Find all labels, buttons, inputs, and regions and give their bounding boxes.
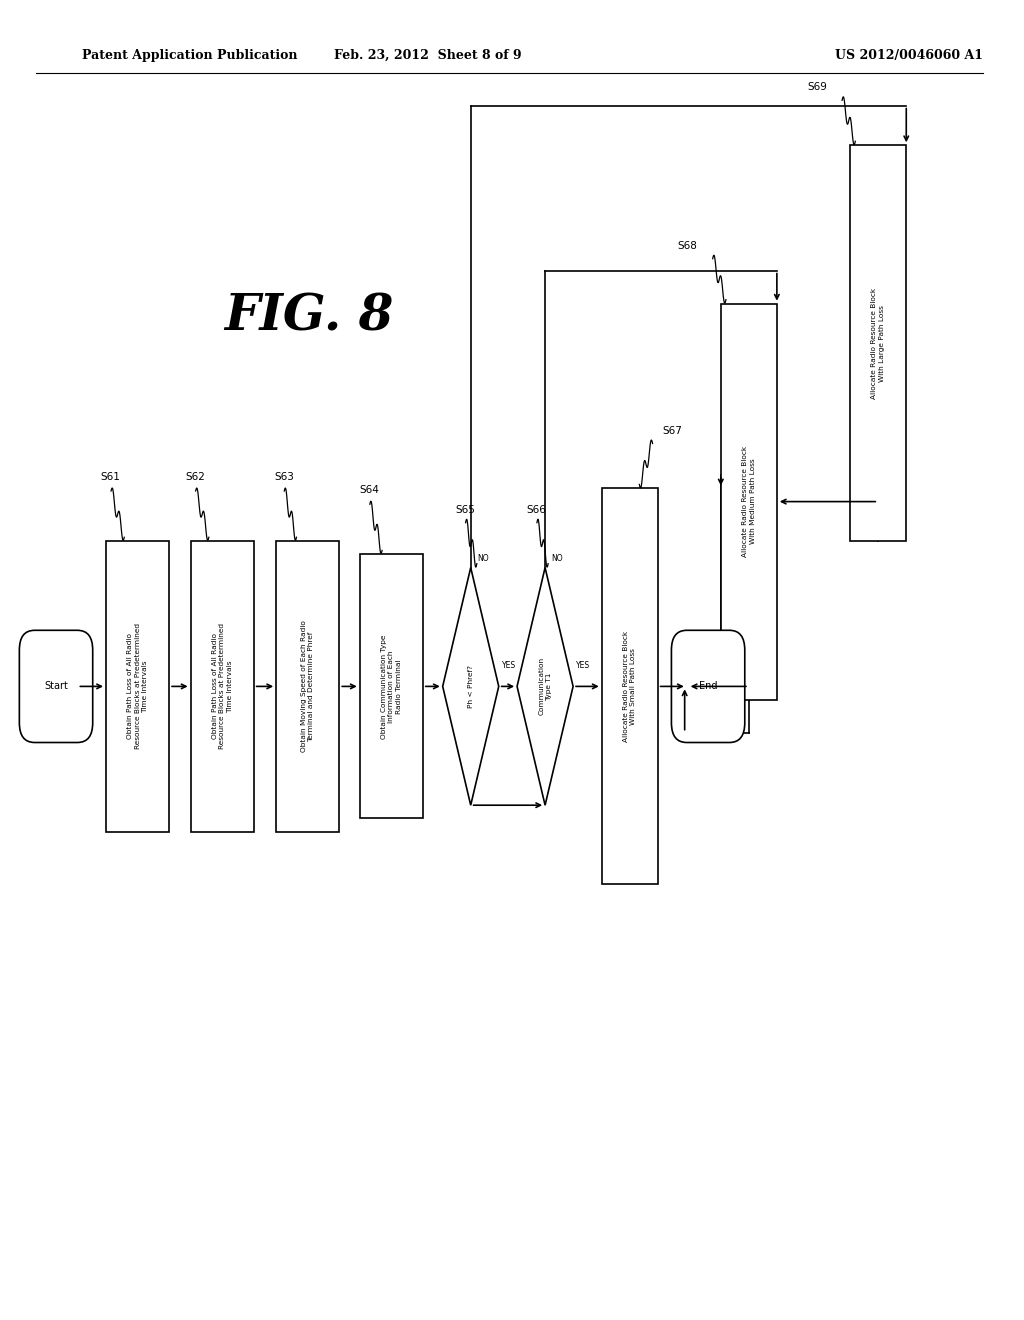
Text: S68: S68 [678, 240, 697, 251]
Text: Start: Start [44, 681, 68, 692]
Text: YES: YES [502, 661, 516, 671]
Text: Obtain Path Loss of All Radio
Resource Blocks at Predetermined
Time Intervals: Obtain Path Loss of All Radio Resource B… [212, 623, 232, 750]
Polygon shape [442, 568, 499, 805]
Text: Allocate Radio Resource Block
With Small Path Loss: Allocate Radio Resource Block With Small… [623, 631, 636, 742]
Text: Obtain Communication Type
Information of Each
Radio Terminal: Obtain Communication Type Information of… [381, 634, 401, 739]
Bar [850, 145, 906, 541]
Bar [602, 488, 657, 884]
Text: FIG. 8: FIG. 8 [224, 292, 393, 342]
Text: S66: S66 [526, 504, 547, 515]
Text: NO: NO [477, 554, 488, 564]
Text: S69: S69 [807, 82, 826, 92]
Bar [359, 554, 423, 818]
Text: Allocate Radio Resource Block
With Medium Path Loss: Allocate Radio Resource Block With Mediu… [742, 446, 756, 557]
Text: US 2012/0046060 A1: US 2012/0046060 A1 [836, 49, 983, 62]
Bar [721, 304, 777, 700]
Text: S67: S67 [663, 425, 683, 436]
Text: S65: S65 [456, 504, 475, 515]
Text: YES: YES [577, 661, 590, 671]
Text: NO: NO [551, 554, 563, 564]
Polygon shape [517, 568, 573, 805]
Text: Obtain Moving Speed of Each Radio
Terminal and Determine Phref: Obtain Moving Speed of Each Radio Termin… [301, 620, 314, 752]
Text: S62: S62 [185, 471, 205, 482]
Text: Allocate Radio Resource Block
With Large Path Loss: Allocate Radio Resource Block With Large… [871, 288, 885, 399]
FancyBboxPatch shape [19, 631, 93, 743]
Text: S61: S61 [101, 471, 121, 482]
FancyBboxPatch shape [672, 631, 744, 743]
Text: Obtain Path Loss of All Radio
Resource Blocks at Predetermined
Time Intervals: Obtain Path Loss of All Radio Resource B… [127, 623, 148, 750]
Text: Ph < Phref?: Ph < Phref? [468, 665, 474, 708]
Text: End: End [698, 681, 718, 692]
Bar [190, 541, 254, 832]
Text: Feb. 23, 2012  Sheet 8 of 9: Feb. 23, 2012 Sheet 8 of 9 [334, 49, 522, 62]
Bar [276, 541, 339, 832]
Text: Communication
Type T1: Communication Type T1 [539, 657, 552, 715]
Text: S64: S64 [359, 484, 380, 495]
Text: S63: S63 [274, 471, 294, 482]
Bar [105, 541, 169, 832]
Text: Patent Application Publication: Patent Application Publication [82, 49, 297, 62]
